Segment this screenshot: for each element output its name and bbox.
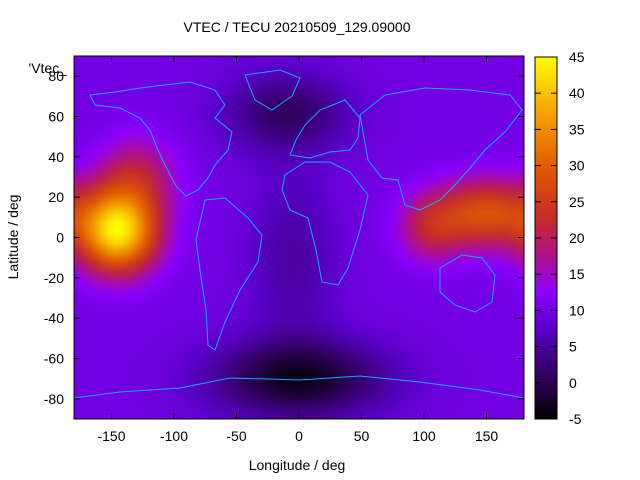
x-tick-label: 50	[354, 428, 370, 444]
heatmap-plot-area	[73, 55, 525, 420]
colorbar-tick-label: 15	[569, 266, 585, 282]
colorbar-tick-label: 0	[569, 375, 577, 391]
colorbar-tick-label: 20	[569, 230, 585, 246]
coastlines	[74, 69, 524, 399]
coastline-asia	[359, 87, 523, 211]
x-tick-label: -150	[97, 428, 125, 444]
chart-title: VTEC / TECU 20210509_129.09000	[183, 19, 410, 35]
colorbar: -5 0 5 10 15 20 25 30 35 40 45	[534, 49, 585, 427]
x-tick-label: -100	[160, 428, 188, 444]
y-tick-label: 0	[56, 230, 64, 246]
y-tick-label: 20	[48, 189, 64, 205]
coastline-europe	[289, 99, 361, 159]
x-axis-label: Longitude / deg	[249, 457, 346, 473]
colorbar-tick-label: 40	[569, 85, 585, 101]
x-tick-label: 0	[295, 428, 303, 444]
coastline-greenland	[244, 69, 301, 111]
vtec-heatmap	[74, 56, 524, 419]
y-tick-label: 40	[48, 149, 64, 165]
y-tick-label: 80	[48, 68, 64, 84]
colorbar-tick-label: 30	[569, 158, 585, 174]
x-axis: -150 -100 -50 0 50 100 150	[97, 56, 498, 444]
y-axis-label: Latitude / deg	[5, 195, 21, 280]
colorbar-tick-label: -5	[569, 411, 582, 427]
y-tick-label: -80	[44, 391, 64, 407]
x-tick-label: -50	[226, 428, 246, 444]
y-axis: -80 -60 -40 -20 0 20 40 60 80	[44, 68, 524, 407]
coastline-australia	[439, 254, 496, 313]
coastline-south-america	[195, 197, 263, 351]
colorbar-tick-label: 35	[569, 121, 585, 137]
colorbar-tick-label: 45	[569, 49, 585, 65]
colorbar-tick-label: 25	[569, 194, 585, 210]
colorbar-tick-label: 10	[569, 302, 585, 318]
colorbar-tick-label: 5	[569, 339, 577, 355]
x-tick-label: 100	[412, 428, 436, 444]
x-tick-label: 150	[475, 428, 499, 444]
y-tick-label: -20	[44, 270, 64, 286]
coastline-africa	[281, 161, 369, 286]
y-tick-label: -40	[44, 310, 64, 326]
colorbar-axis: -5 0 5 10 15 20 25 30 35 40 45	[535, 49, 585, 427]
y-tick-label: 60	[48, 109, 64, 125]
coastline-antarctica	[74, 375, 524, 399]
coastline-north-america	[89, 81, 233, 197]
series-label: 'Vtec_	[29, 60, 68, 76]
y-tick-label: -60	[44, 351, 64, 367]
